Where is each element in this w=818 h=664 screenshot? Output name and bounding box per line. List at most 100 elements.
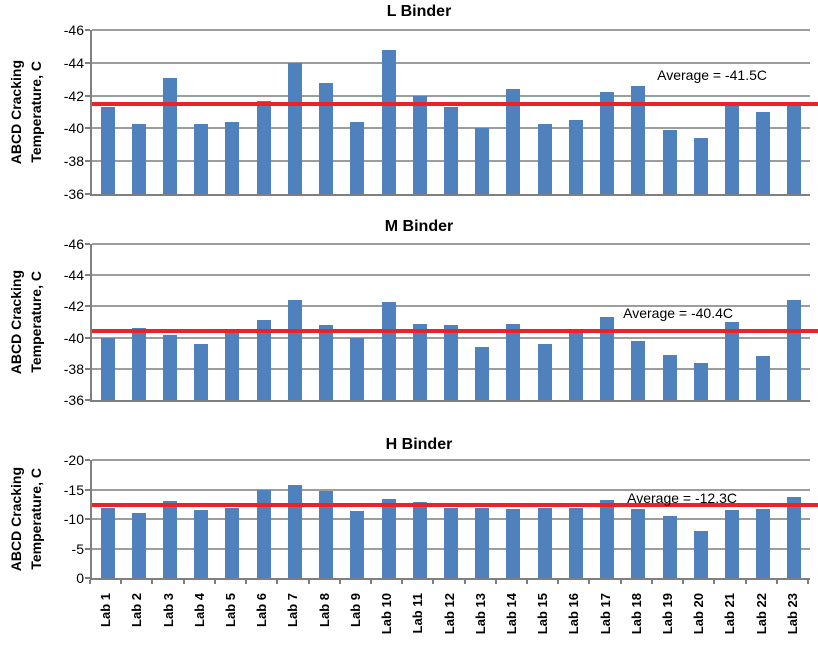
bar-lab-17	[600, 500, 615, 578]
bar-lab-14	[506, 89, 521, 194]
bar-lab-14	[506, 323, 521, 400]
bar-lab-16	[568, 120, 583, 194]
bar-lab-2	[131, 328, 146, 400]
x-tick-mark	[526, 580, 529, 584]
bar-lab-1	[100, 337, 115, 400]
bar-lab-19	[662, 354, 677, 400]
y-tick-mark	[85, 274, 90, 277]
y-tick-mark	[85, 399, 90, 401]
gridline	[92, 305, 810, 308]
x-axis-label: Lab 12	[441, 593, 457, 635]
y-tick-mark	[85, 243, 90, 245]
x-axis-label: Lab 21	[722, 593, 738, 635]
bar-lab-12	[444, 325, 458, 400]
bar-lab-2	[131, 123, 146, 194]
y-tick-label: -10	[63, 511, 84, 527]
x-axis-label: Lab 14	[503, 593, 519, 635]
x-axis-label: Lab 22	[753, 593, 769, 635]
bar-lab-20	[693, 530, 708, 578]
bar-lab-6	[256, 100, 271, 194]
x-axis-label: Lab 10	[379, 593, 395, 635]
y-tick-label: -46	[63, 236, 84, 252]
y-tick-mark	[85, 61, 90, 64]
bar-lab-6	[256, 320, 271, 400]
bar-lab-17	[600, 92, 615, 194]
x-label-slot: Lab 6	[246, 590, 277, 662]
bar-lab-3	[163, 77, 178, 194]
x-axis-label: Lab 9	[347, 593, 363, 627]
y-tick-label: -42	[63, 298, 84, 315]
x-tick-mark	[369, 580, 372, 584]
bar-lab-20	[693, 362, 708, 400]
x-tick-mark	[775, 580, 778, 584]
bar-lab-12	[444, 107, 458, 194]
bar-lab-2	[131, 512, 146, 578]
x-label-slot: Lab 8	[309, 590, 340, 662]
bar-lab-7	[287, 62, 302, 194]
x-tick-mark	[682, 580, 685, 584]
gridline	[92, 94, 810, 97]
y-tick-mark	[85, 459, 90, 461]
bar-lab-16	[568, 507, 583, 578]
x-tick-mark	[338, 580, 341, 584]
x-label-slot: Lab 3	[152, 590, 183, 662]
y-tick-label: -42	[63, 87, 84, 104]
plot-area-m-binder	[90, 243, 818, 402]
gridline	[92, 243, 810, 245]
bar-lab-5	[225, 332, 240, 400]
x-axis-label: Lab 16	[566, 593, 582, 635]
bar-lab-8	[319, 491, 334, 578]
x-label-slot: Lab 15	[527, 590, 558, 662]
chart-title-l-binder: L Binder	[386, 3, 452, 20]
bar-lab-22	[756, 356, 771, 400]
y-tick-label: -38	[63, 360, 84, 377]
chart-title-h-binder: H Binder	[385, 436, 453, 453]
x-tick-mark	[276, 580, 279, 584]
gridline	[92, 61, 810, 64]
bar-lab-11	[412, 95, 427, 194]
y-tick-label: -46	[63, 22, 84, 38]
bar-lab-23	[787, 300, 802, 400]
bar-lab-13	[475, 507, 490, 578]
x-axis-label: Lab 17	[597, 593, 613, 635]
average-line	[92, 503, 818, 508]
y-tick-label: -5	[71, 540, 84, 557]
x-label-slot: Lab 4	[184, 590, 215, 662]
bar-lab-6	[256, 489, 271, 578]
gridline	[92, 274, 810, 277]
bar-lab-7	[287, 484, 302, 578]
x-axis-label: Lab 4	[191, 593, 207, 627]
bar-lab-15	[537, 123, 552, 194]
bar-lab-7	[287, 300, 302, 400]
x-tick-mark	[120, 580, 123, 584]
x-tick-mark	[588, 580, 591, 584]
x-tick-mark	[650, 580, 653, 584]
bar-lab-3	[163, 501, 178, 578]
y-tick-mark	[85, 367, 90, 370]
gridline	[92, 459, 810, 461]
bar-lab-18	[631, 85, 646, 194]
x-tick-mark	[494, 580, 497, 584]
y-tick-label: -36	[63, 186, 84, 202]
x-label-slot: Lab 5	[215, 590, 246, 662]
x-tick-mark	[307, 580, 310, 584]
y-tick-mark	[85, 160, 90, 163]
bar-lab-1	[100, 508, 115, 578]
x-label-slot: Lab 23	[777, 590, 808, 662]
x-axis-label: Lab 18	[628, 593, 644, 635]
x-tick-mark	[807, 580, 809, 584]
bar-lab-22	[756, 509, 771, 578]
plot-area-h-binder	[90, 459, 818, 580]
bar-lab-15	[537, 343, 552, 400]
y-tick-mark	[85, 577, 90, 579]
x-tick-mark	[182, 580, 185, 584]
x-axis-label: Lab 2	[129, 593, 145, 627]
bar-lab-13	[475, 128, 490, 194]
x-label-slot: Lab 22	[746, 590, 777, 662]
x-axis-label: Lab 13	[472, 593, 488, 635]
y-tick-mark	[85, 94, 90, 97]
bar-lab-19	[662, 515, 677, 578]
x-axis-label: Lab 11	[410, 593, 426, 634]
